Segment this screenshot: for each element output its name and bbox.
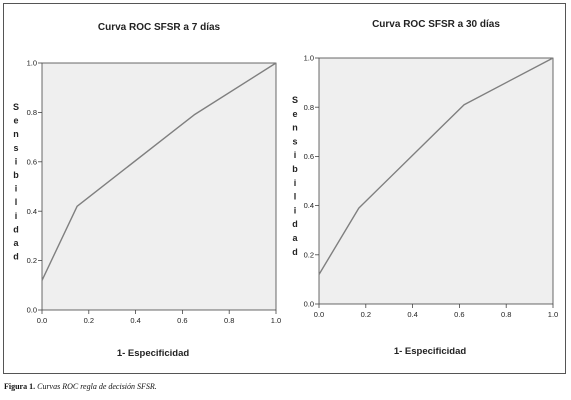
- x-tick-label: 0.0: [314, 310, 324, 319]
- y-tick-label: 0.4: [27, 207, 37, 216]
- caption-label: Figura 1.: [4, 382, 36, 391]
- x-tick-label: 1.0: [271, 316, 281, 325]
- x-tick-label: 0.4: [130, 316, 140, 325]
- y-tick-label: 1.0: [27, 59, 37, 68]
- y-tick-label: 0.0: [304, 300, 314, 309]
- y-tick-label: 0.0: [27, 306, 37, 315]
- chart-title: Curva ROC SFSR a 7 días: [98, 22, 221, 33]
- roc-curve: [41, 62, 277, 281]
- x-tick-label: 1.0: [548, 310, 558, 319]
- y-tick-label: 1.0: [304, 54, 314, 63]
- x-axis-label: 1- Especificidad: [394, 346, 467, 357]
- roc-curve: [318, 57, 554, 275]
- x-tick-label: 0.6: [454, 310, 464, 319]
- x-tick-label: 0.0: [37, 316, 47, 325]
- plot-area: [41, 62, 277, 311]
- y-tick-label: 0.2: [27, 256, 37, 265]
- x-tick-label: 0.8: [224, 316, 234, 325]
- y-tick-label: 0.6: [27, 157, 37, 166]
- y-tick-label: 0.8: [304, 103, 314, 112]
- y-tick-label: 0.6: [304, 152, 314, 161]
- y-tick-label: 0.8: [27, 108, 37, 117]
- x-tick-label: 0.6: [177, 316, 187, 325]
- roc-chart-1: Curva ROC SFSR a 7 días 0.0 0.2 0.4 0.6 0.8 1.…: [13, 22, 281, 359]
- x-tick-label: 0.2: [84, 316, 94, 325]
- x-axis-label: 1- Especificidad: [117, 348, 190, 359]
- caption-text: Curvas ROC regla de decisión SFSR.: [37, 382, 157, 391]
- y-tick-label: 0.4: [304, 201, 314, 210]
- x-tick-label: 0.8: [501, 310, 511, 319]
- chart-title: Curva ROC SFSR a 30 días: [372, 19, 500, 30]
- figure-caption: Figura 1. Curvas ROC regla de decisión S…: [4, 382, 157, 391]
- y-tick-label: 0.2: [304, 250, 314, 259]
- x-tick-label: 0.4: [407, 310, 417, 319]
- plot-area: [318, 57, 554, 305]
- roc-chart-2: Curva ROC SFSR a 30 días 0.0 0.2 0.4 0.6 0.8 1…: [292, 19, 558, 357]
- x-tick-label: 0.2: [361, 310, 371, 319]
